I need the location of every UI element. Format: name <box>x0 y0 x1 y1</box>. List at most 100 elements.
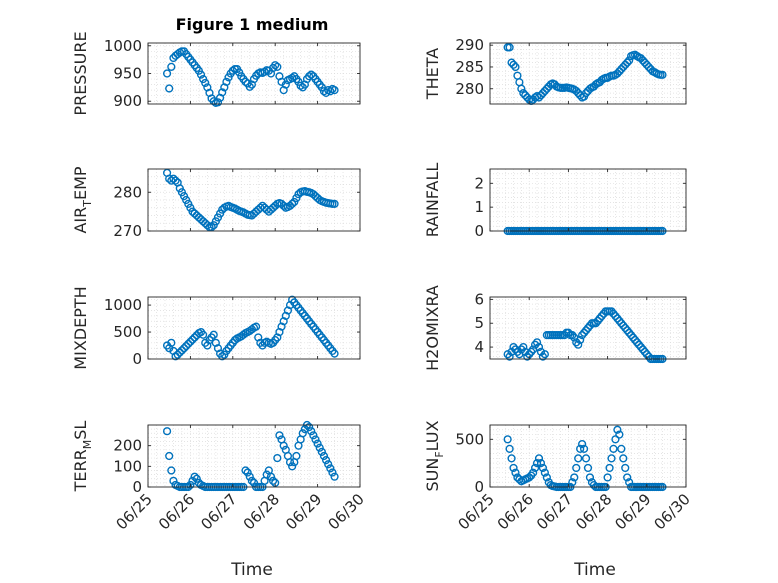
ylabel-4: RAINFALL <box>423 163 442 238</box>
y-tick-label: 950 <box>113 65 142 83</box>
data-point <box>162 69 172 78</box>
data-point <box>218 88 227 97</box>
x-tick-label: 06/25 <box>113 490 156 533</box>
y-tick-label: 1 <box>474 198 484 216</box>
y-tick-label: 500 <box>455 430 484 448</box>
data-point <box>529 468 538 477</box>
data-point <box>247 476 256 485</box>
data-point <box>617 444 626 453</box>
data-point <box>572 463 581 473</box>
y-tick-label: 290 <box>455 36 484 54</box>
data-point <box>186 337 195 346</box>
x-tick-label: 06/27 <box>197 490 240 533</box>
data-point <box>196 70 206 79</box>
data-point <box>273 62 282 71</box>
data-point <box>623 58 632 67</box>
data-point <box>207 223 216 232</box>
data-point <box>585 473 595 482</box>
data-point <box>568 478 577 487</box>
data-point <box>607 307 616 316</box>
data-point <box>568 331 577 340</box>
x-tick-label: 06/30 <box>325 490 368 533</box>
data-point <box>271 61 280 70</box>
data-point <box>576 444 585 453</box>
data-point <box>505 43 514 52</box>
ylabel-7: TERRMSL <box>71 421 94 493</box>
data-point <box>591 319 600 328</box>
data-point <box>609 309 618 318</box>
data-point <box>621 323 630 333</box>
ylabel-5: MIXDEPTH <box>71 286 90 369</box>
data-point <box>511 62 520 72</box>
x-tick-label: 06/30 <box>651 490 694 533</box>
x-tick-label: 06/26 <box>494 490 537 533</box>
data-point <box>171 176 180 185</box>
data-point <box>611 435 620 444</box>
data-point <box>511 468 520 477</box>
x-tick-label: 06/27 <box>533 490 576 533</box>
data-point <box>578 331 587 340</box>
ylabel-3: AIRTEMP <box>71 166 94 233</box>
data-point <box>595 314 604 323</box>
data-point <box>330 86 339 95</box>
data-point <box>625 478 634 487</box>
data-point <box>583 463 593 473</box>
data-point <box>658 70 667 79</box>
data-point <box>285 458 295 467</box>
data-point <box>319 451 329 461</box>
data-point <box>262 470 271 479</box>
plot-area <box>148 425 360 487</box>
data-point <box>532 338 542 347</box>
axes-box <box>489 296 687 360</box>
data-point <box>628 333 638 342</box>
data-point <box>321 456 331 465</box>
data-point <box>298 429 307 438</box>
panel-3: 270 280 AIRTEMP <box>71 166 361 240</box>
data-point <box>330 199 339 208</box>
data-point <box>309 431 318 440</box>
data-point <box>615 316 624 325</box>
ylabel-8: SUNFLUX <box>423 420 446 491</box>
data-point <box>241 466 250 475</box>
data-point <box>245 82 254 91</box>
data-point <box>268 476 278 485</box>
data-point <box>581 454 591 463</box>
data-point <box>538 352 548 361</box>
y-tick-label: 6 <box>474 290 484 308</box>
data-point <box>630 335 640 345</box>
data-point <box>583 323 593 333</box>
data-point <box>292 451 301 461</box>
y-tick-label: 280 <box>113 183 142 201</box>
data-point <box>609 444 618 453</box>
data-point <box>162 427 172 436</box>
data-point <box>165 84 174 93</box>
y-tick-label: 2 <box>474 174 484 192</box>
data-point <box>326 464 335 473</box>
data-point <box>540 468 549 477</box>
axes-box <box>147 296 361 360</box>
data-point <box>530 463 540 473</box>
panel-2: 280 285 290 THETA <box>423 36 687 106</box>
x-tick-label: 06/28 <box>572 490 615 533</box>
panel-6: 4 5 6 H2OMIXRA <box>423 285 687 371</box>
data-point <box>509 60 518 69</box>
data-point <box>578 439 587 449</box>
data-point <box>179 344 189 353</box>
data-point <box>173 350 182 359</box>
data-point <box>190 472 199 481</box>
data-point <box>619 321 628 330</box>
data-point <box>222 77 231 86</box>
data-point <box>613 425 622 434</box>
data-point <box>213 98 223 107</box>
data-point <box>640 347 649 356</box>
data-point <box>266 472 276 481</box>
data-point <box>273 453 282 463</box>
ylabel-2: THETA <box>423 48 442 100</box>
data-point <box>169 476 178 485</box>
data-point <box>199 330 208 339</box>
data-point <box>507 454 516 463</box>
data-point <box>621 463 630 473</box>
axes-box <box>489 424 687 488</box>
